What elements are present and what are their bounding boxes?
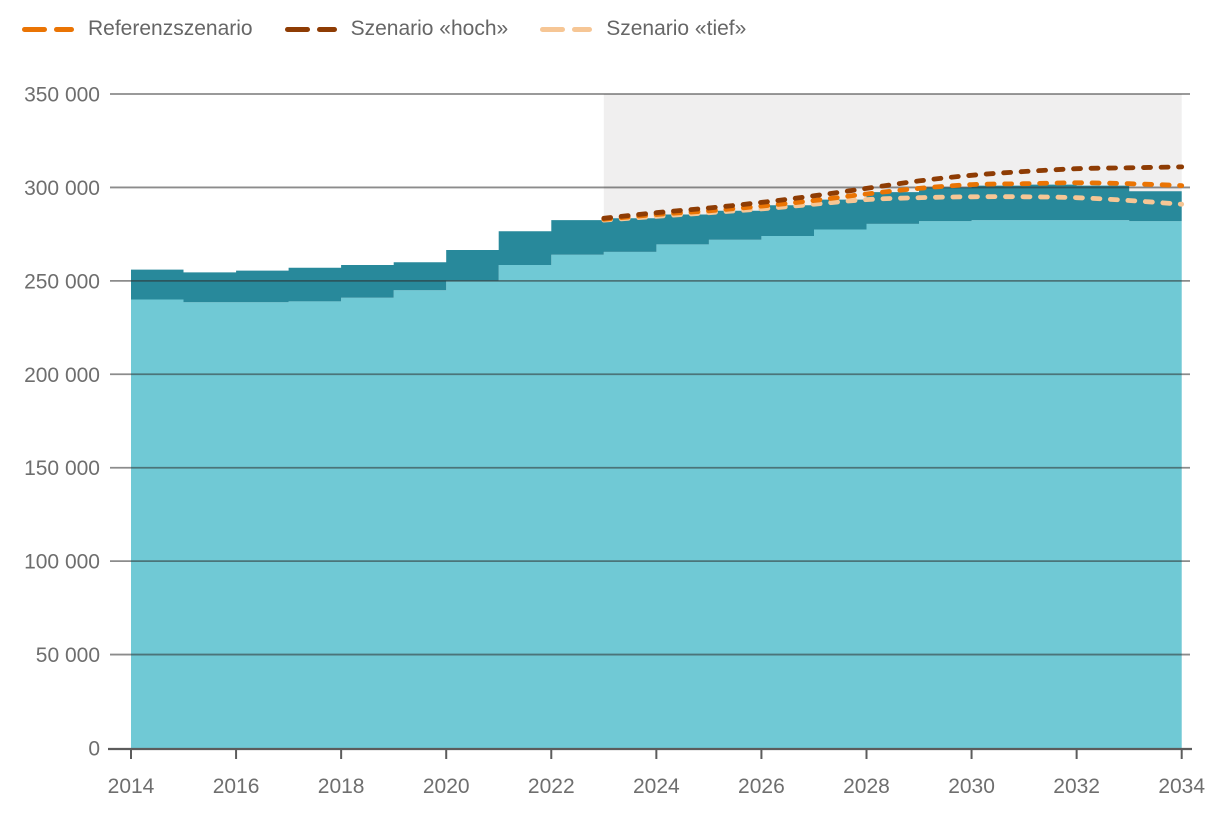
legend-label: Referenzszenario <box>88 17 253 40</box>
x-tick-label: 2026 <box>738 775 785 798</box>
x-tick-label: 2030 <box>948 775 995 798</box>
scenario-lines <box>601 164 1185 223</box>
legend-label: Szenario «hoch» <box>350 17 509 40</box>
x-tick-label: 2022 <box>528 775 575 798</box>
x-tick-label: 2020 <box>423 775 470 798</box>
gridlines <box>110 93 1190 656</box>
legend-item-szenario-tief: Szenario «tief» <box>540 17 746 41</box>
x-tick-label: 2032 <box>1053 775 1100 798</box>
area-upper-band <box>131 184 1182 303</box>
scenario-line <box>601 180 1185 222</box>
x-tick-label: 2034 <box>1158 775 1205 798</box>
x-axis-ticks <box>130 750 1183 759</box>
x-tick-label: 2018 <box>318 775 365 798</box>
y-tick-label: 100 000 <box>24 551 100 574</box>
y-tick-label: 150 000 <box>24 457 100 480</box>
legend-item-szenario-hoch: Szenario «hoch» <box>284 17 509 41</box>
y-tick-label: 0 <box>88 738 100 761</box>
scenario-line <box>601 164 1185 221</box>
x-tick-label: 2028 <box>843 775 890 798</box>
y-tick-label: 200 000 <box>24 364 100 387</box>
dashed-line-swatch-brown <box>284 26 338 32</box>
dashed-line-swatch-orange <box>22 26 75 32</box>
y-tick-label: 50 000 <box>36 644 100 667</box>
y-axis-labels: 0 50 000 100 000 150 000 200 000 250 000 300 0… <box>24 84 100 761</box>
y-tick-label: 250 000 <box>24 270 100 293</box>
x-tick-label: 2024 <box>633 775 680 798</box>
area-lower-band <box>131 220 1182 749</box>
legend: Referenzszenario Szenario «hoch» Szenari… <box>22 16 778 42</box>
x-axis-labels: 2014 2016 2018 2020 2022 2024 2026 2028 2030 2032… <box>108 775 1206 798</box>
y-tick-label: 350 000 <box>24 84 100 107</box>
dashed-line-swatch-peach <box>540 26 593 32</box>
legend-item-referenzszenario: Referenzszenario <box>22 17 253 41</box>
x-tick-label: 2014 <box>108 775 155 798</box>
legend-label: Szenario «tief» <box>606 17 747 40</box>
y-tick-label: 300 000 <box>24 177 100 200</box>
x-tick-label: 2016 <box>213 775 260 798</box>
scenario-line <box>601 194 1185 223</box>
